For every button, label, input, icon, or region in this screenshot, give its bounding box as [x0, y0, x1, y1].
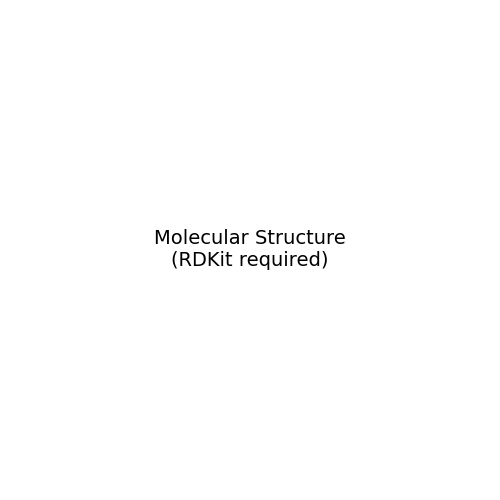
Text: Molecular Structure
(RDKit required): Molecular Structure (RDKit required) [154, 230, 346, 270]
